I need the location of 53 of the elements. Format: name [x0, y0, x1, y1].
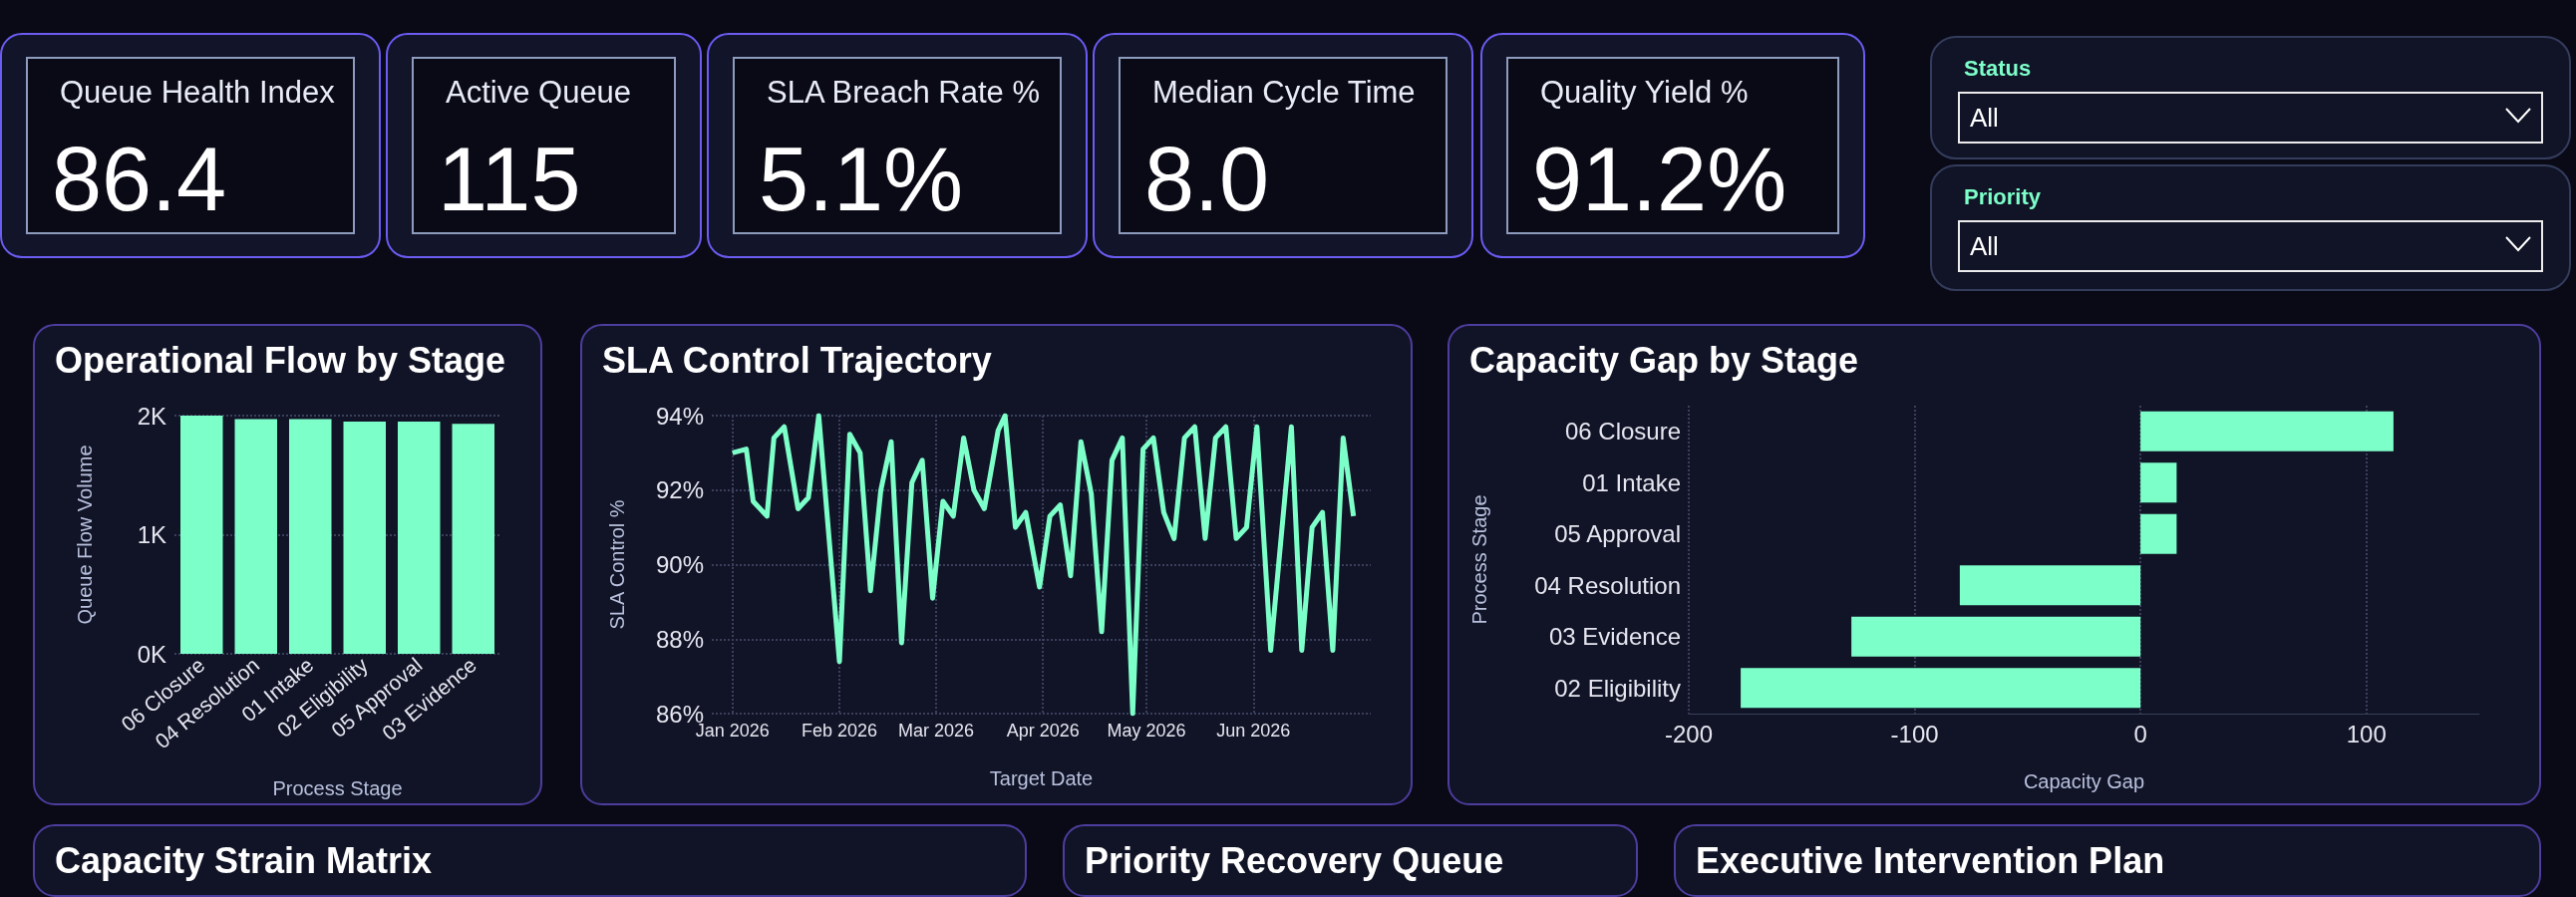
chart-title: Operational Flow by Stage	[55, 340, 506, 382]
text: 91.2%	[1532, 129, 1787, 231]
y-tick-label: 01 Intake	[1582, 468, 1681, 496]
x-tick-label: -100	[1890, 720, 1939, 748]
text: 115	[438, 129, 581, 231]
chart-title: Capacity Gap by Stage	[1469, 340, 1859, 382]
bar	[2140, 513, 2177, 554]
y-tick-label: 2K	[137, 402, 166, 430]
text: Queue Health Index	[60, 75, 335, 111]
x-axis-title: Target Date	[989, 767, 1094, 789]
y-tick-label: 03 Evidence	[1548, 623, 1681, 651]
x-tick-label: Mar 2026	[897, 721, 974, 741]
text: Status	[1964, 56, 2032, 82]
text: Executive Intervention Plan	[1696, 840, 2165, 882]
x-tick-label: Jun 2026	[1216, 721, 1291, 741]
x-tick-label: 100	[2346, 720, 2387, 748]
y-tick-label: 94%	[655, 402, 704, 430]
dropdown-field: All	[1958, 92, 2543, 144]
y-axis-title: Queue Flow Volume	[74, 445, 96, 625]
x-tick-label: 0	[2133, 720, 2147, 748]
x-tick-label: -200	[1664, 720, 1714, 748]
chart-title: SLA Control Trajectory	[602, 340, 992, 382]
bar	[1959, 565, 2141, 606]
y-tick-label: 1K	[137, 521, 166, 548]
x-tick-label: Apr 2026	[1006, 721, 1080, 741]
x-axis-title: Capacity Gap	[2023, 770, 2145, 792]
bar	[2140, 411, 2394, 451]
text: 86.4	[52, 129, 227, 231]
text: Priority Recovery Queue	[1085, 840, 1504, 882]
y-tick-label: 92%	[655, 476, 704, 504]
x-tick-label: Feb 2026	[802, 721, 878, 741]
y-tick-label: 0K	[137, 640, 166, 668]
x-tick-label: May 2026	[1107, 721, 1186, 741]
x-axis-title: Process Stage	[272, 777, 403, 799]
text: Quality Yield %	[1540, 75, 1749, 111]
y-axis-title: Process Stage	[1468, 494, 1490, 625]
text: 5.1%	[759, 129, 964, 231]
dropdown-field: All	[1958, 220, 2543, 272]
bar	[2140, 462, 2177, 503]
bar	[1741, 668, 2141, 709]
text: Capacity Strain Matrix	[55, 840, 433, 882]
text: Median Cycle Time	[1152, 75, 1416, 111]
y-tick-label: 90%	[655, 551, 704, 578]
y-tick-label: 06 Closure	[1564, 418, 1681, 446]
text: Active Queue	[446, 75, 632, 111]
y-axis-title: SLA Control %	[606, 499, 628, 630]
bar	[1851, 616, 2141, 657]
y-tick-label: 04 Resolution	[1534, 571, 1681, 599]
y-tick-label: 88%	[655, 625, 704, 653]
text: 8.0	[1144, 129, 1270, 231]
text: SLA Breach Rate %	[767, 75, 1040, 111]
text: Priority	[1964, 184, 2042, 210]
y-tick-label: 05 Approval	[1554, 520, 1681, 548]
